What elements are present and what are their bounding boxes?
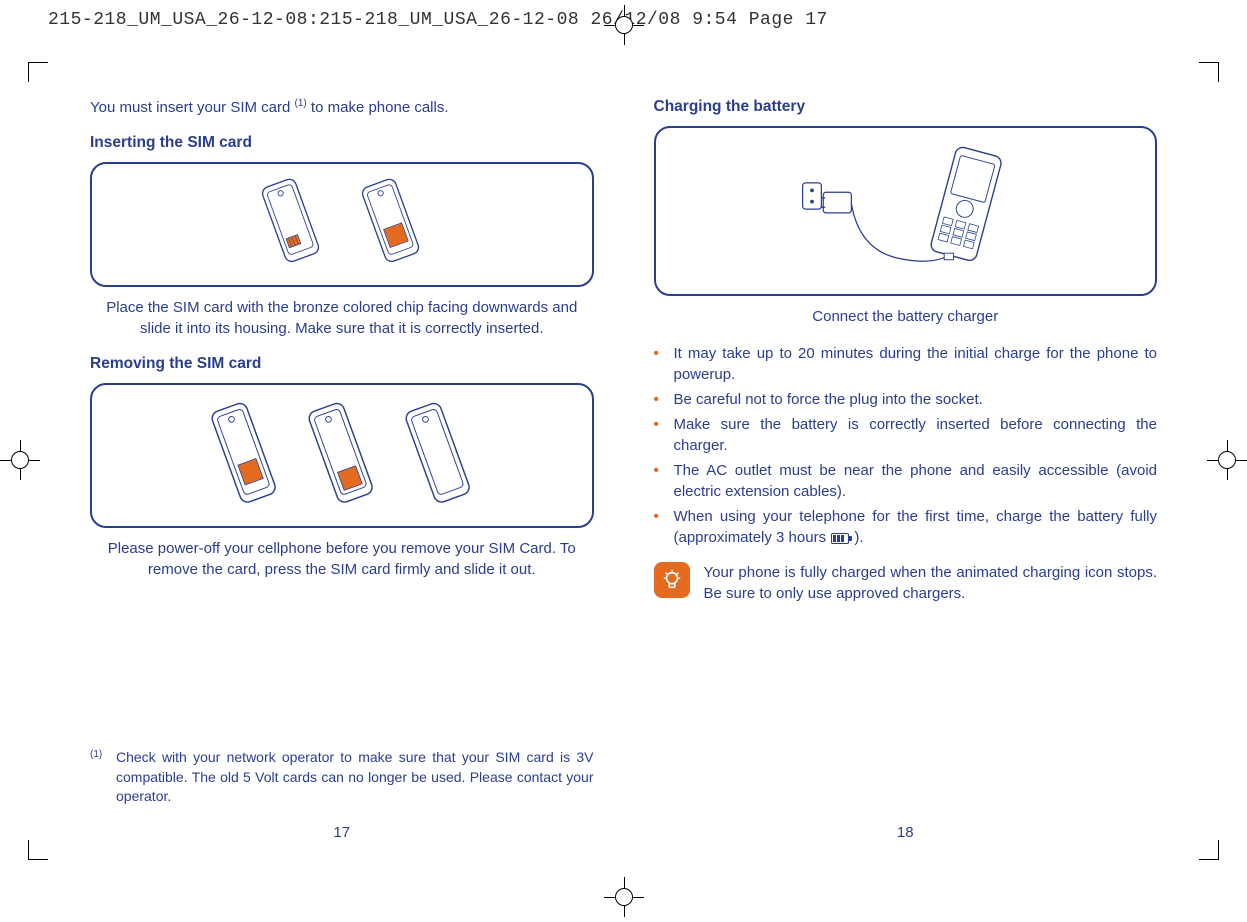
crop-mark — [28, 840, 48, 860]
battery-full-icon — [831, 533, 849, 544]
footnote-text: Check with your network operator to make… — [116, 748, 594, 807]
bullet-text: Make sure the battery is correctly inser… — [674, 414, 1158, 456]
tip-text: Your phone is fully charged when the ani… — [704, 562, 1158, 604]
phone-back-open-icon — [405, 393, 472, 518]
list-item: • The AC outlet must be near the phone a… — [654, 460, 1158, 502]
caption-removing: Please power-off your cellphone before y… — [102, 538, 582, 580]
intro-sup: (1) — [295, 98, 307, 109]
registration-mark-icon — [1207, 440, 1247, 480]
lightbulb-tip-icon — [654, 562, 690, 598]
figure-charging — [654, 126, 1158, 296]
figure-removing-sim — [90, 383, 594, 528]
phone-back-open-icon — [308, 393, 375, 518]
bullet-icon: • — [654, 343, 674, 364]
phone-back-open-icon — [211, 393, 278, 518]
phone-back-open-icon — [357, 172, 427, 277]
bullet-icon: • — [654, 389, 674, 410]
intro-pre: You must insert your SIM card — [90, 99, 295, 116]
bullet5-pre: When using your telephone for the first … — [674, 508, 1158, 546]
page-left: You must insert your SIM card (1) to mak… — [90, 80, 594, 847]
section-title-removing: Removing the SIM card — [90, 355, 594, 373]
caption-inserting: Place the SIM card with the bronze color… — [102, 297, 582, 339]
caption-charging: Connect the battery charger — [666, 306, 1146, 327]
bullet-text: When using your telephone for the first … — [674, 506, 1158, 548]
registration-mark-icon — [604, 877, 644, 917]
bullet-text: Be careful not to force the plug into th… — [674, 389, 1158, 410]
section-title-inserting: Inserting the SIM card — [90, 134, 594, 152]
phone-back-open-icon — [257, 172, 327, 277]
section-title-charging: Charging the battery — [654, 98, 1158, 116]
page-number-right: 18 — [654, 824, 1158, 841]
tip-row: Your phone is fully charged when the ani… — [654, 562, 1158, 604]
phone-charging-icon — [664, 136, 1148, 286]
crop-mark — [1199, 62, 1219, 82]
bullet-text: It may take up to 20 minutes during the … — [674, 343, 1158, 385]
list-item: • Be careful not to force the plug into … — [654, 389, 1158, 410]
footnote: (1) Check with your network operator to … — [90, 748, 594, 807]
list-item: • It may take up to 20 minutes during th… — [654, 343, 1158, 385]
intro-post: to make phone calls. — [307, 99, 449, 116]
crop-mark — [28, 62, 48, 82]
page-number-left: 17 — [90, 824, 594, 841]
list-item: • Make sure the battery is correctly ins… — [654, 414, 1158, 456]
list-item: • When using your telephone for the firs… — [654, 506, 1158, 548]
bullets-list: • It may take up to 20 minutes during th… — [654, 343, 1158, 548]
bullet5-tail: ). — [854, 529, 863, 546]
bullet-icon: • — [654, 460, 674, 481]
intro-text: You must insert your SIM card (1) to mak… — [90, 98, 594, 116]
bullet-icon: • — [654, 506, 674, 527]
registration-mark-icon — [604, 5, 644, 45]
crop-header-text: 215-218_UM_USA_26-12-08:215-218_UM_USA_2… — [48, 10, 828, 30]
figure-inserting-sim — [90, 162, 594, 287]
page-right: Charging the battery — [654, 80, 1158, 847]
registration-mark-icon — [0, 440, 40, 480]
crop-mark — [1199, 840, 1219, 860]
footnote-mark: (1) — [90, 748, 116, 807]
bullet-text: The AC outlet must be near the phone and… — [674, 460, 1158, 502]
bullet-icon: • — [654, 414, 674, 435]
